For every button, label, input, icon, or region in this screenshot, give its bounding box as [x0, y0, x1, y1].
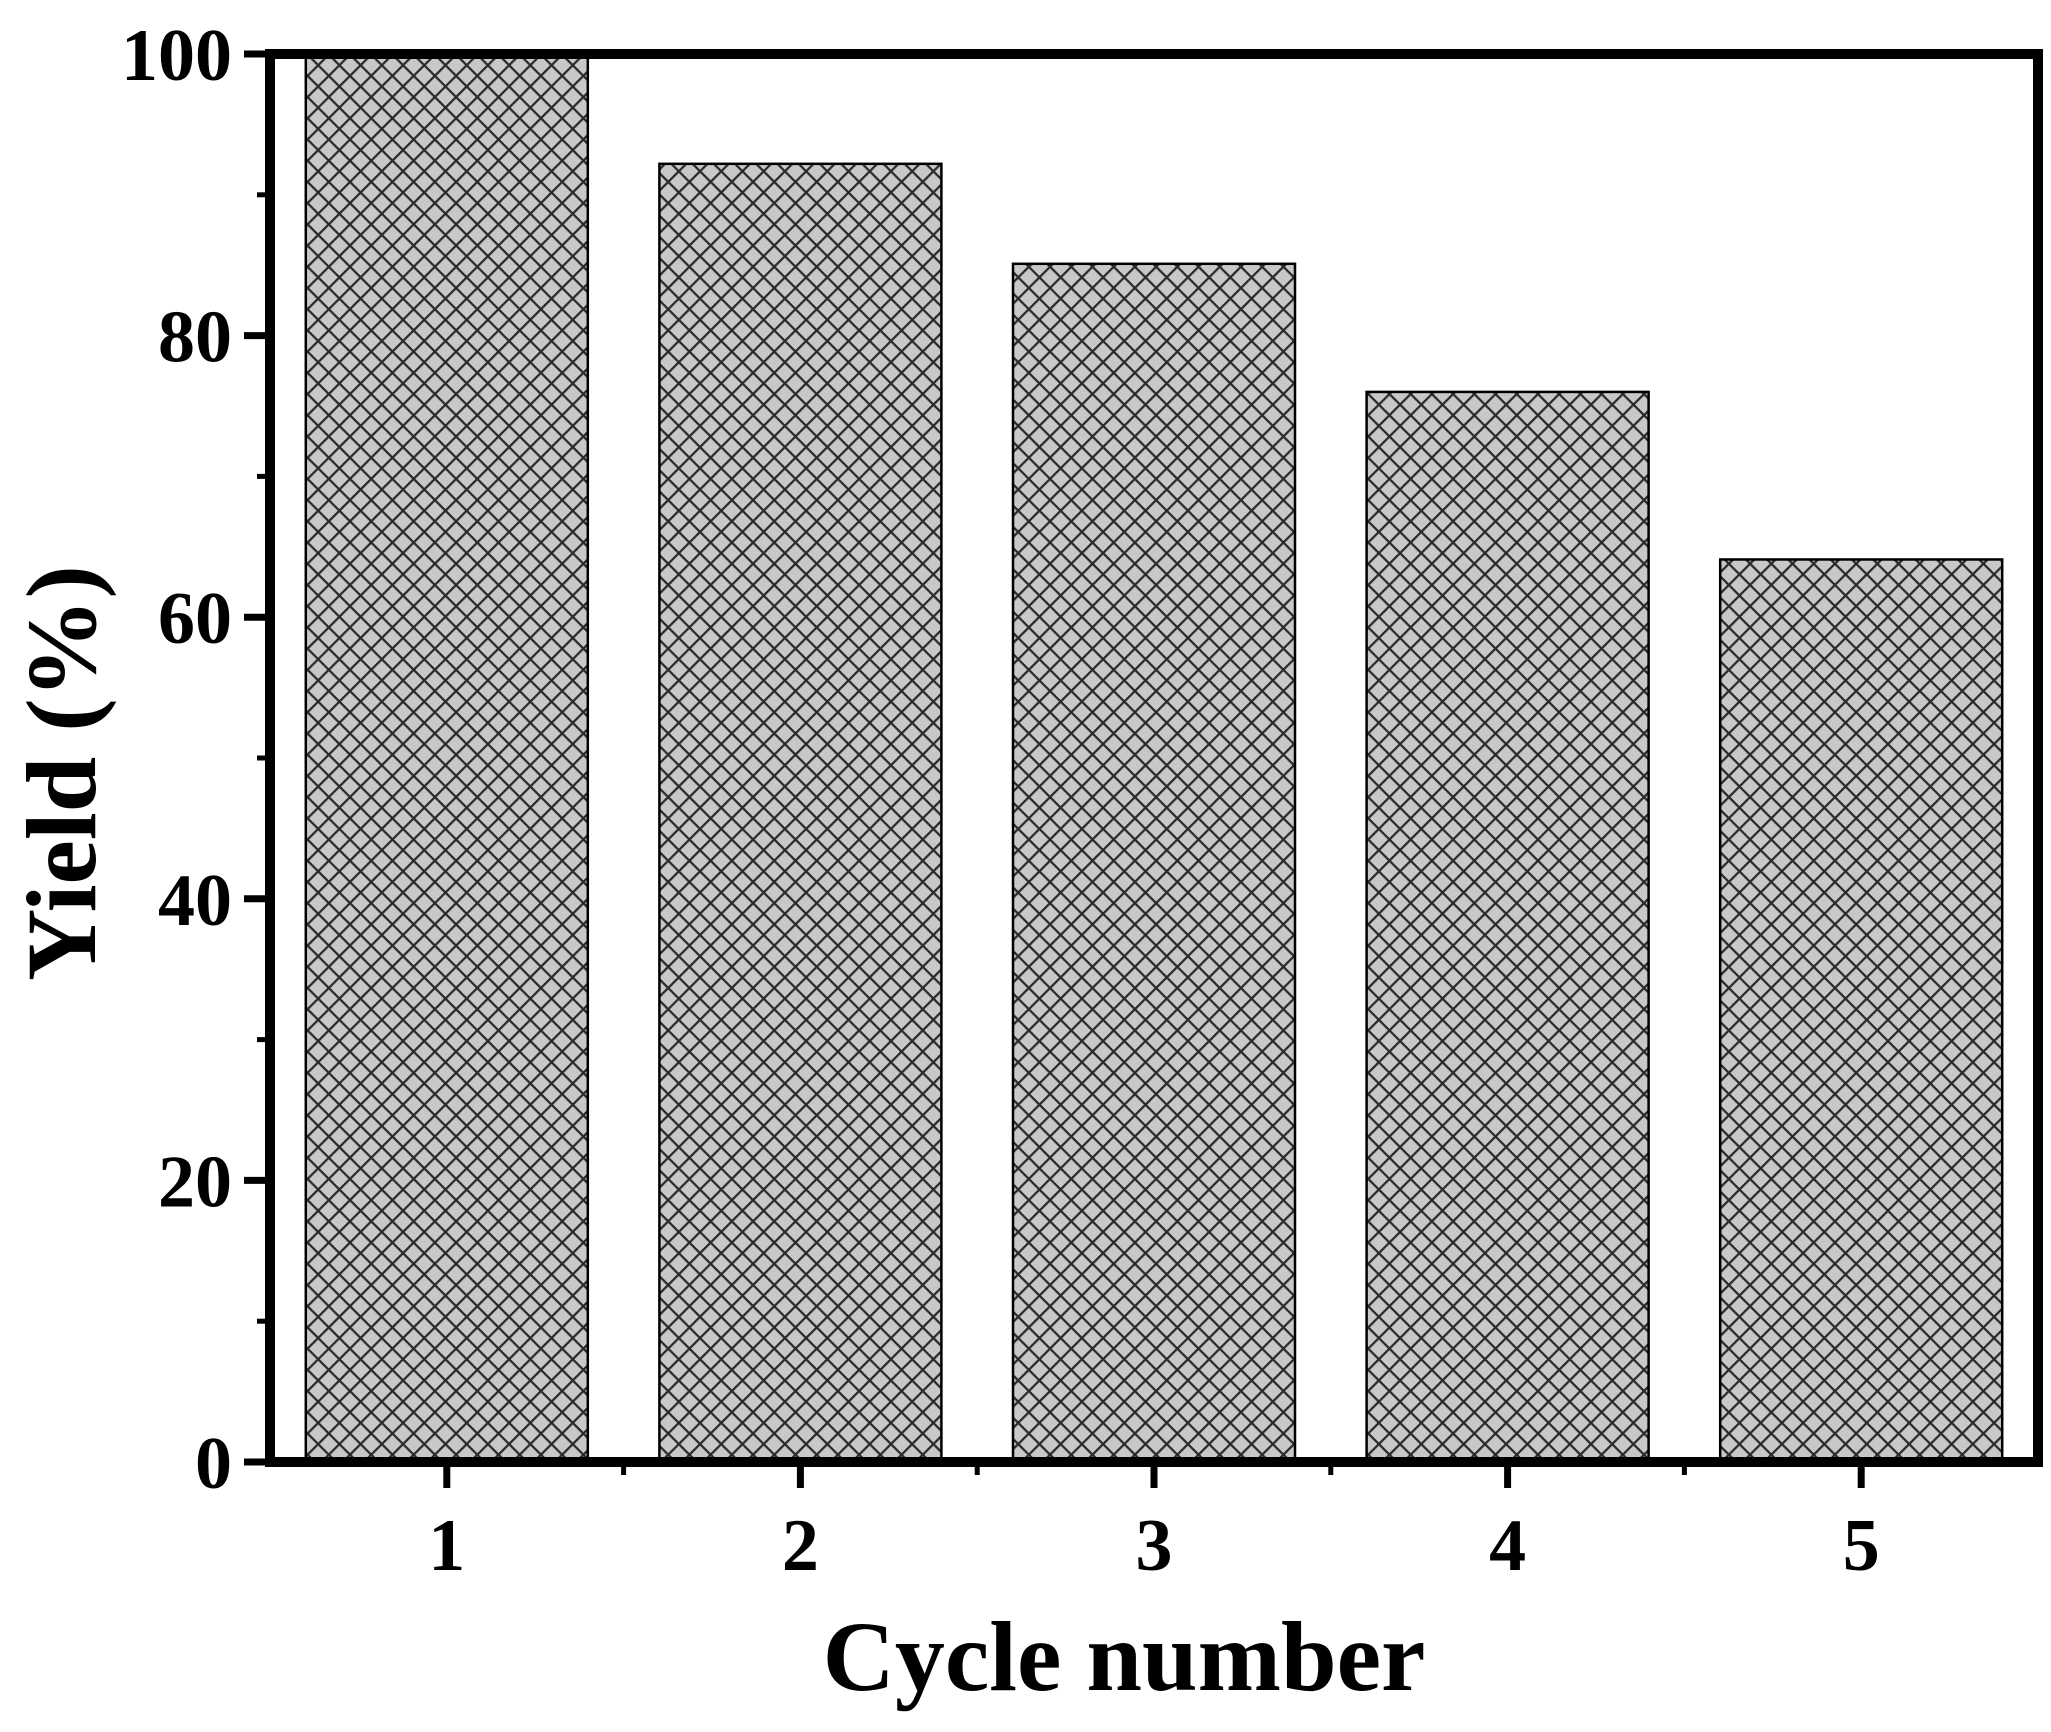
x-tick-label: 5 — [1843, 1505, 1880, 1587]
bar-cycle-1 — [304, 52, 590, 1464]
y-tick-label: 40 — [158, 860, 232, 942]
x-axis-ticks: 1 2 3 4 5 — [428, 1462, 1880, 1587]
y-tick-label: 100 — [121, 15, 232, 97]
bar-group — [304, 52, 2004, 1464]
x-tick-label: 2 — [782, 1505, 819, 1587]
x-tick-label: 1 — [428, 1505, 465, 1587]
bar-cycle-4 — [1365, 390, 1650, 1464]
plot-frame — [265, 49, 2043, 1467]
bar-cycle-5 — [1718, 558, 2004, 1464]
bar-cycle-2 — [658, 162, 943, 1464]
y-tick-label: 60 — [158, 578, 232, 660]
y-axis-ticks: 0 20 40 60 80 100 — [121, 15, 270, 1505]
y-tick-label: 80 — [158, 297, 232, 379]
y-tick-label: 0 — [195, 1423, 232, 1505]
x-tick-label: 4 — [1489, 1505, 1526, 1587]
y-tick-label: 20 — [158, 1141, 232, 1223]
x-tick-label: 3 — [1136, 1505, 1173, 1587]
y-axis-title: Yield (%) — [6, 565, 117, 981]
x-axis-title: Cycle number — [823, 1601, 1426, 1712]
bar-cycle-3 — [1011, 262, 1297, 1464]
